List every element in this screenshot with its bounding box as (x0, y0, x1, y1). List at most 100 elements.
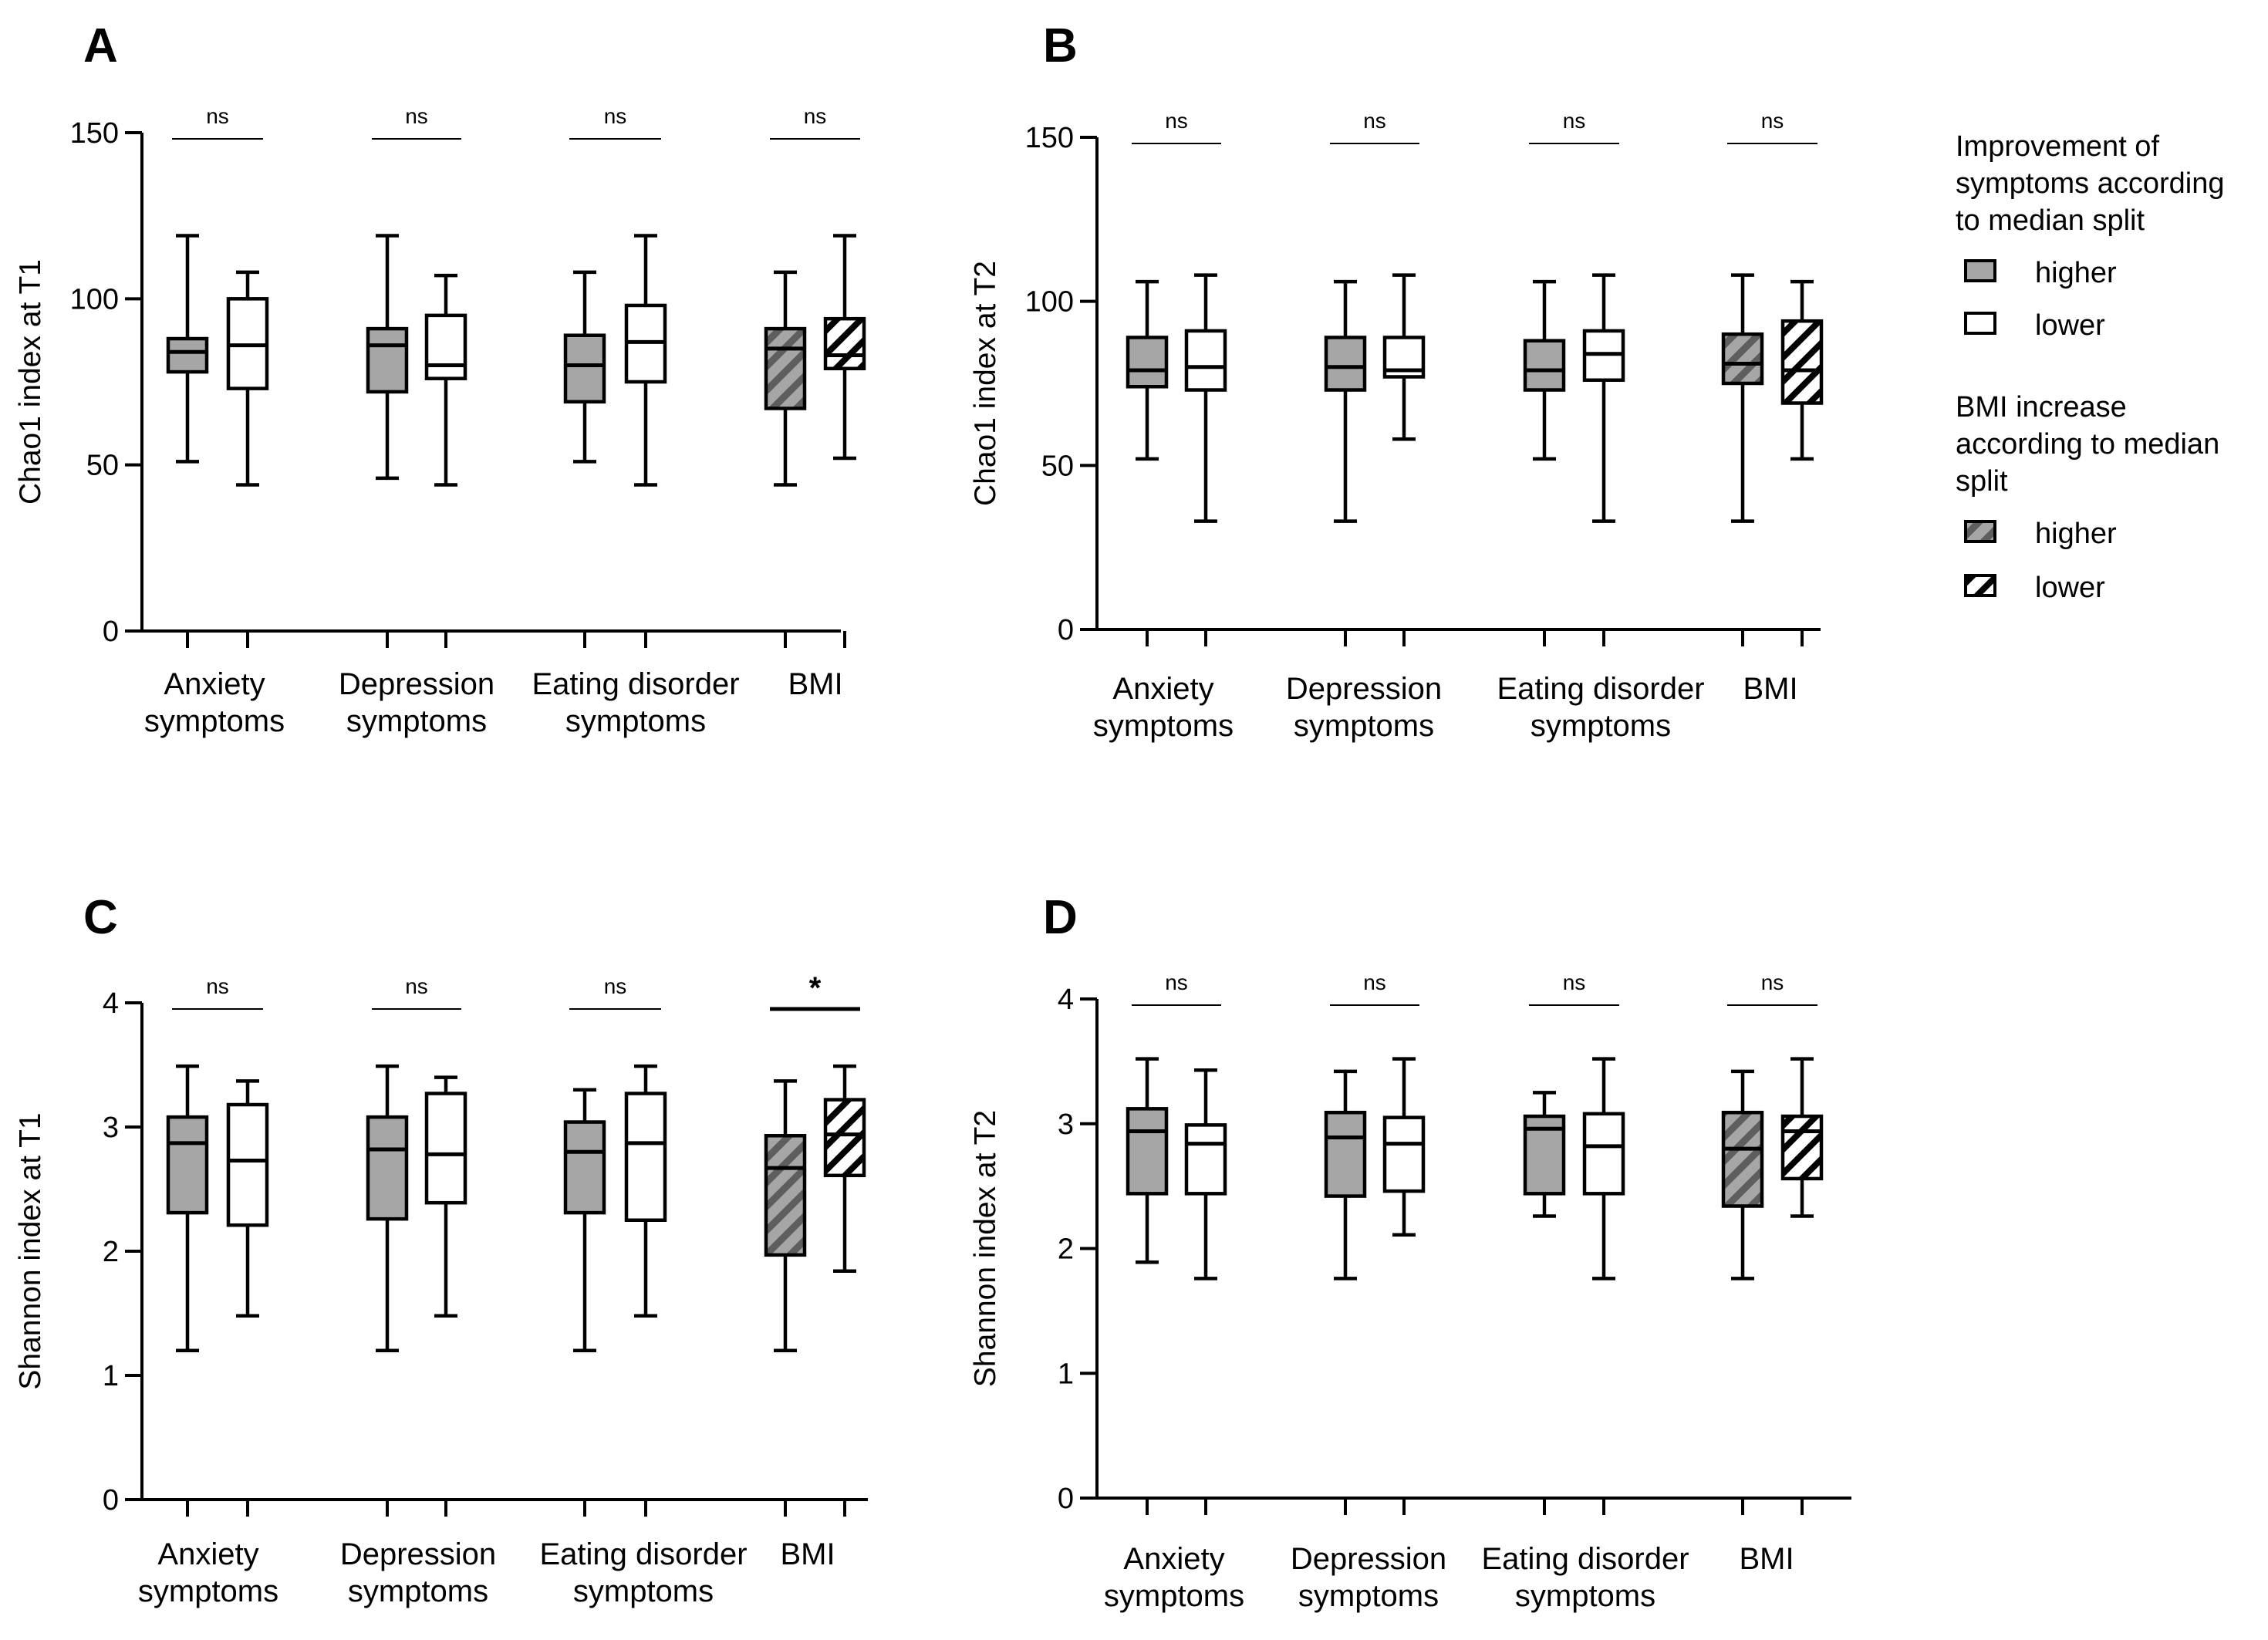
box-lower (1382, 1115, 1426, 1193)
y-tick-label: 0 (1058, 1483, 1074, 1515)
significance-label: ns (604, 974, 627, 998)
box-lower (823, 316, 866, 371)
significance-label: ns (1761, 970, 1784, 994)
category-label: symptoms (1104, 1579, 1244, 1613)
significance-label: ns (405, 104, 428, 128)
box-lower (226, 1102, 269, 1227)
legend-group1-title-line1: Improvement of (1956, 130, 2159, 163)
significance-label: ns (1363, 970, 1386, 994)
legend-label-higher-solid: higher (2035, 257, 2117, 289)
box-higher (764, 326, 807, 410)
category-label: Depression (340, 1537, 496, 1571)
category-label: BMI (1743, 672, 1797, 706)
category-label: Anxiety (1112, 672, 1213, 706)
y-tick-label: 0 (1058, 614, 1074, 646)
legend-group1-title-line3: to median split (1956, 204, 2145, 237)
category-label: BMI (780, 1537, 835, 1571)
category-label: BMI (788, 667, 842, 701)
box-higher (1126, 336, 1169, 389)
box-higher (1324, 336, 1367, 392)
y-tick-label: 2 (1058, 1233, 1074, 1266)
y-tick-label: 3 (1058, 1109, 1074, 1141)
category-label: Anxiety (1123, 1542, 1224, 1576)
box-lower (1184, 1123, 1227, 1196)
category-label: Eating disorder (532, 667, 739, 701)
significance-label: ns (206, 104, 229, 128)
category-label: symptoms (144, 704, 285, 738)
category-label: symptoms (138, 1574, 278, 1608)
legend-group1-title-line2: symptoms according (1956, 167, 2224, 200)
category-label: Anxiety (157, 1537, 258, 1571)
significance-label: ns (1165, 109, 1188, 133)
category-label: Depression (1286, 672, 1442, 706)
box-lower (1582, 1112, 1625, 1196)
category-label: Eating disorder (1497, 672, 1704, 706)
box-higher (1324, 1110, 1367, 1198)
y-tick-label: 50 (86, 450, 119, 482)
box-higher (1523, 339, 1566, 392)
y-tick-label: 2 (103, 1236, 119, 1268)
box-lower (1780, 319, 1824, 405)
box-higher (366, 326, 409, 394)
legend-label-lower-solid: lower (2035, 309, 2105, 342)
category-label: symptoms (573, 1574, 714, 1608)
significance-label: ns (405, 974, 428, 998)
y-axis-label: Shannon index at T1 (14, 1112, 47, 1389)
category-label: symptoms (1531, 709, 1671, 743)
category-label: symptoms (1093, 709, 1234, 743)
significance-label: * (809, 971, 822, 1005)
legend-label-lower-hatched: lower (2035, 572, 2105, 604)
category-label: Depression (339, 667, 494, 701)
box-higher (1126, 1107, 1169, 1196)
category-label: Anxiety (164, 667, 265, 701)
y-tick-label: 100 (70, 283, 119, 316)
box-higher (563, 1120, 606, 1215)
panel-label-d: D (1043, 891, 1078, 944)
box-lower (624, 1092, 667, 1223)
legend-swatch-higher-hatched (1964, 520, 1996, 543)
box-lower (1184, 329, 1227, 392)
significance-label: ns (1563, 109, 1586, 133)
panel-label-a: A (83, 19, 118, 73)
y-tick-label: 3 (103, 1112, 119, 1144)
y-tick-label: 0 (103, 1484, 119, 1517)
significance-label: ns (1761, 109, 1784, 133)
box-higher (1721, 1110, 1764, 1208)
box-higher (166, 336, 209, 374)
significance-label: ns (1363, 109, 1386, 133)
y-tick-label: 150 (70, 117, 119, 150)
box-lower (424, 1092, 467, 1205)
box-higher (1721, 332, 1764, 386)
legend-swatch-lower-hatched (1964, 574, 1996, 597)
legend: Improvement of symptoms according to med… (1956, 130, 2224, 604)
legend-group2-title-line3: split (1956, 465, 2008, 498)
y-tick-label: 100 (1025, 286, 1074, 319)
y-tick-label: 50 (1041, 450, 1074, 482)
box-higher (563, 333, 606, 404)
box-lower (1780, 1114, 1824, 1181)
panel-label-b: B (1043, 19, 1078, 73)
box-higher (764, 1134, 807, 1257)
y-tick-label: 0 (103, 616, 119, 648)
category-label: symptoms (565, 704, 706, 738)
legend-swatch-lower-solid (1964, 312, 1996, 335)
legend-group2-title-line2: according to median (1956, 428, 2219, 461)
category-label: symptoms (1298, 1579, 1439, 1613)
significance-label: ns (804, 104, 827, 128)
significance-label: ns (1563, 970, 1586, 994)
box-higher (366, 1115, 409, 1221)
y-axis-label: Shannon index at T2 (969, 1110, 1002, 1387)
y-tick-label: 150 (1025, 122, 1074, 154)
y-tick-label: 1 (103, 1360, 119, 1392)
category-label: Eating disorder (539, 1537, 747, 1571)
y-tick-label: 1 (1058, 1358, 1074, 1390)
box-higher (166, 1115, 209, 1215)
legend-swatch-higher-solid (1964, 259, 1996, 282)
category-label: symptoms (346, 704, 487, 738)
